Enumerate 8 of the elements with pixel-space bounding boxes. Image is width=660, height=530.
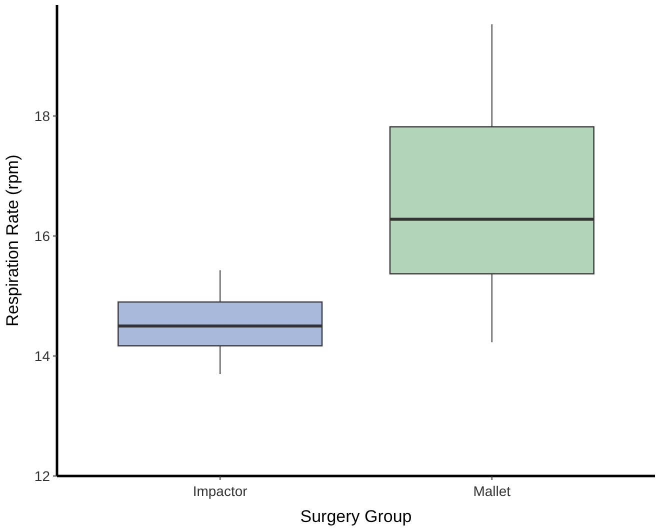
y-tick-label: 18 bbox=[34, 108, 50, 124]
y-axis-title: Respiration Rate (rpm) bbox=[3, 154, 22, 326]
x-axis-title: Surgery Group bbox=[300, 507, 412, 526]
y-tick-label: 16 bbox=[34, 228, 50, 244]
x-tick-label: Impactor bbox=[192, 483, 248, 499]
y-tick-label: 12 bbox=[34, 468, 50, 484]
y-tick-label: 14 bbox=[34, 348, 50, 364]
x-tick-label: Mallet bbox=[473, 483, 511, 499]
